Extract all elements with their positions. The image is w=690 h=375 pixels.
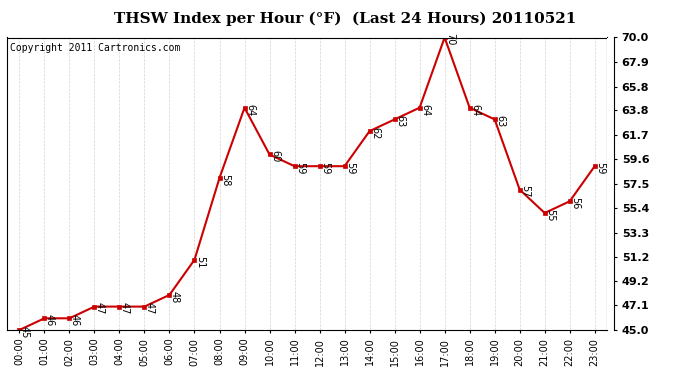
Text: 59: 59 <box>320 162 330 174</box>
Text: THSW Index per Hour (°F)  (Last 24 Hours) 20110521: THSW Index per Hour (°F) (Last 24 Hours)… <box>114 11 576 26</box>
Text: 59: 59 <box>345 162 355 174</box>
Text: 51: 51 <box>195 256 205 268</box>
Text: 64: 64 <box>245 104 255 116</box>
Text: 46: 46 <box>45 314 55 326</box>
Text: 62: 62 <box>370 127 380 139</box>
Text: 64: 64 <box>420 104 430 116</box>
Text: 47: 47 <box>120 302 130 315</box>
Text: 57: 57 <box>520 185 530 198</box>
Text: 63: 63 <box>495 115 505 128</box>
Text: 56: 56 <box>570 197 580 210</box>
Text: 58: 58 <box>220 174 230 186</box>
Text: 70: 70 <box>445 33 455 46</box>
Text: 47: 47 <box>95 302 105 315</box>
Text: Copyright 2011 Cartronics.com: Copyright 2011 Cartronics.com <box>10 44 180 53</box>
Text: 59: 59 <box>295 162 305 174</box>
Text: 55: 55 <box>545 209 555 221</box>
Text: 45: 45 <box>20 326 30 338</box>
Text: 46: 46 <box>70 314 80 326</box>
Text: 48: 48 <box>170 291 180 303</box>
Text: 47: 47 <box>145 302 155 315</box>
Text: 59: 59 <box>595 162 605 174</box>
Text: 64: 64 <box>470 104 480 116</box>
Text: 60: 60 <box>270 150 280 163</box>
Text: 63: 63 <box>395 115 405 128</box>
